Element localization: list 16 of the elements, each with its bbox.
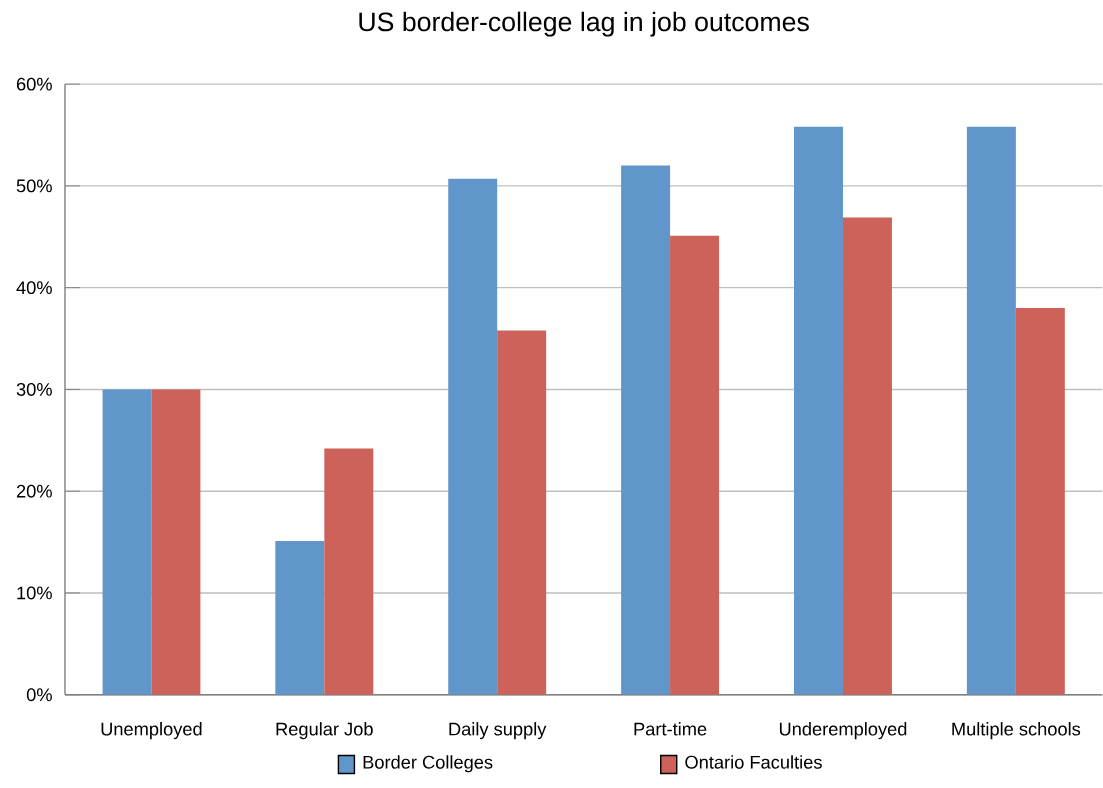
y-tick-label: 10% xyxy=(17,586,52,600)
y-tick-label: 0% xyxy=(26,688,52,702)
legend-label: Border Colleges xyxy=(363,755,493,773)
chart-title: US border-college lag in job outcomes xyxy=(359,11,809,37)
y-tick-label: 20% xyxy=(16,484,52,498)
y-tick-label: 30% xyxy=(16,383,52,396)
x-tick-label: Multiple schools xyxy=(952,722,1081,740)
legend-label: Ontario Faculties xyxy=(685,755,822,769)
x-tick-label: Regular Job xyxy=(276,722,373,740)
x-tick-label: Unemployed xyxy=(101,722,202,740)
x-tick-label: Daily supply xyxy=(449,722,547,740)
x-tick-label: Part-time xyxy=(634,722,707,736)
y-tick-label: 40% xyxy=(16,281,52,295)
y-tick-label: 50% xyxy=(16,179,52,193)
y-tick-label: 60% xyxy=(16,77,52,91)
x-tick-label: Underemployed xyxy=(779,722,907,740)
